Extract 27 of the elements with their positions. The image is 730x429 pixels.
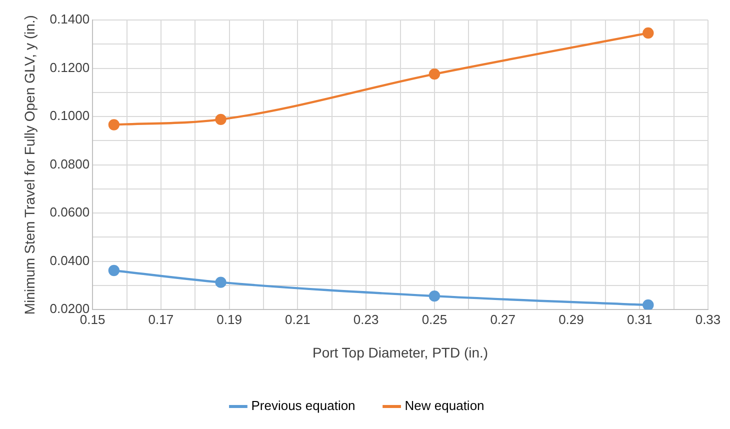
- y-axis-title: Minimum Stem Travel for Fully Open GLV, y (in.): [21, 15, 38, 315]
- x-tick-label: 0.29: [558, 312, 584, 327]
- x-tick-label: 0.21: [285, 312, 310, 327]
- y-tick-label: 0.0800: [50, 156, 90, 172]
- legend-label: Previous equation: [251, 398, 356, 414]
- y-tick-label: 0.0400: [50, 252, 90, 268]
- x-axis-title: Port Top Diameter, PTD (in.): [312, 344, 488, 360]
- y-tick-label: 0.0600: [50, 204, 90, 220]
- y-tick-label: 0.1400: [50, 12, 90, 27]
- point: [428, 68, 440, 80]
- y-tick-label: 0.1200: [50, 60, 90, 75]
- point: [108, 119, 120, 130]
- legend-label: New equation: [404, 398, 484, 414]
- x-tick-label: 0.17: [148, 312, 174, 327]
- y-tick-label: 0.1000: [50, 108, 90, 124]
- point: [428, 290, 440, 302]
- x-tick-label: 0.25: [422, 312, 448, 327]
- point: [215, 114, 226, 126]
- x-tick-label: 0.19: [216, 312, 242, 327]
- point: [642, 299, 654, 310]
- x-tick-label: 0.23: [353, 312, 379, 327]
- x-tick-label: 0.31: [626, 312, 652, 327]
- x-tick-label: 0.27: [490, 312, 516, 327]
- point: [108, 264, 120, 276]
- point: [642, 27, 654, 39]
- x-tick-label: 0.33: [695, 312, 721, 327]
- point: [215, 276, 226, 288]
